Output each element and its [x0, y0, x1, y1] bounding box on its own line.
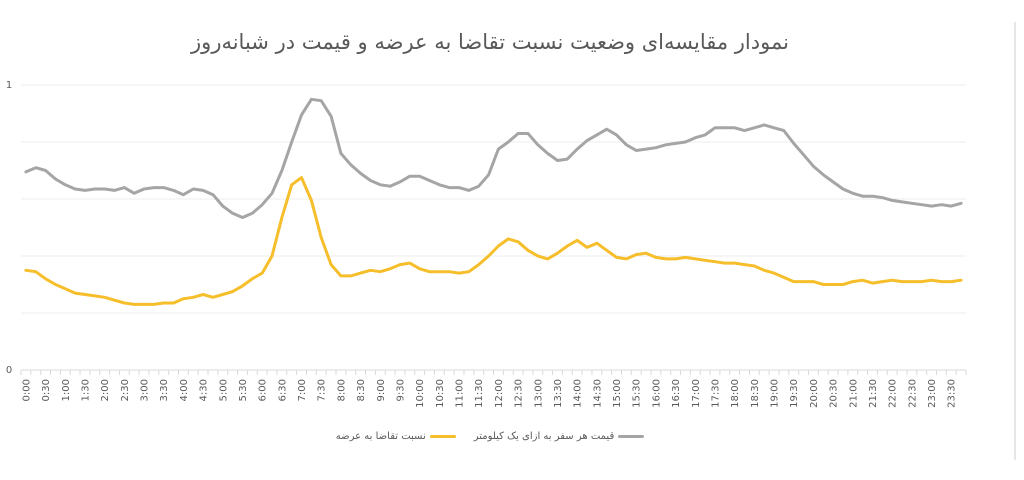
- x-tick-label: 17:00: [691, 379, 702, 408]
- x-tick-label: 13:30: [553, 379, 564, 408]
- x-tick-label: 10:30: [435, 379, 446, 408]
- x-tick-label: 19:00: [770, 379, 781, 408]
- x-tick-label: 2:30: [120, 379, 131, 401]
- legend-item-ratio: نسبت تقاضا به عرضه: [336, 431, 456, 442]
- x-tick-label: 5:30: [238, 379, 249, 401]
- x-tick-label: 13:00: [533, 379, 544, 408]
- x-tick-label: 11:30: [474, 379, 485, 408]
- x-tick-label: 20:30: [829, 379, 840, 408]
- y-tick-label: 0: [6, 365, 12, 376]
- x-tick-label: 4:00: [179, 379, 190, 401]
- x-tick-label: 14:30: [592, 379, 603, 408]
- x-tick-label: 3:00: [140, 379, 151, 401]
- x-tick-label: 6:00: [258, 379, 269, 401]
- x-tick-label: 3:30: [159, 379, 170, 401]
- x-tick-label: 15:30: [632, 379, 643, 408]
- x-tick-label: 9:00: [376, 379, 387, 401]
- x-tick-label: 5:00: [218, 379, 229, 401]
- x-tick-label: 16:00: [651, 379, 662, 408]
- x-tick-label: 9:30: [395, 379, 406, 401]
- x-tick-label: 4:30: [199, 379, 210, 401]
- series-line: [24, 97, 963, 219]
- legend-label-ratio: نسبت تقاضا به عرضه: [335, 431, 426, 442]
- x-tick-label: 22:00: [888, 379, 899, 408]
- series-line: [24, 176, 963, 306]
- x-tick-label: 6:30: [277, 379, 288, 401]
- x-tick-label: 17:30: [710, 379, 721, 408]
- x-tick-label: 1:30: [80, 379, 91, 401]
- x-tick-label: 21:00: [848, 379, 859, 408]
- y-axis: 01: [6, 80, 12, 376]
- legend-item-price: قیمت هر سفر به ازای یک کیلومتر: [473, 431, 645, 442]
- x-tick-label: 16:30: [671, 379, 682, 408]
- x-tick-label: 1:00: [61, 379, 72, 401]
- x-tick-label: 23:30: [947, 379, 958, 408]
- x-axis: 0:00 0:30 1:00 1:30 2:00 2:30 3:00 3:30 4:00 4:30…: [20, 370, 967, 408]
- y-tick-label: 1: [6, 80, 12, 91]
- chart-title: نمودار مقایسه‌ای وضعیت نسبت تقاضا به عرض…: [191, 30, 789, 54]
- x-tick-label: 12:00: [494, 379, 505, 408]
- x-tick-label: 12:30: [514, 379, 525, 408]
- x-tick-label: 19:30: [789, 379, 800, 408]
- x-tick-label: 7:00: [297, 379, 308, 401]
- legend-swatch-ratio: [429, 435, 456, 438]
- x-tick-label: 10:00: [415, 379, 426, 408]
- x-tick-label: 8:30: [356, 379, 367, 401]
- x-tick-label: 11:00: [455, 379, 466, 408]
- x-tick-label: 8:00: [336, 379, 347, 401]
- legend: قیمت هر سفر به ازای یک کیلومتر نسبت تقاض…: [0, 431, 980, 442]
- x-tick-label: 23:00: [927, 379, 938, 408]
- legend-label-price: قیمت هر سفر به ازای یک کیلومتر: [473, 431, 615, 442]
- x-tick-label: 7:30: [317, 379, 328, 401]
- x-tick-label: 21:30: [868, 379, 879, 408]
- vertical-scrollbar[interactable]: [1014, 22, 1016, 460]
- legend-swatch-price: [618, 435, 645, 438]
- x-tick-label: 0:00: [21, 379, 32, 401]
- x-tick-label: 20:00: [809, 379, 820, 408]
- x-tick-label: 2:00: [100, 379, 111, 401]
- x-tick-label: 18:30: [750, 379, 761, 408]
- x-tick-label: 15:00: [612, 379, 623, 408]
- gridlines: [21, 84, 966, 371]
- x-tick-label: 22:30: [907, 379, 918, 408]
- x-tick-label: 14:00: [573, 379, 584, 408]
- x-tick-label: 18:00: [730, 379, 741, 408]
- x-tick-label: 0:30: [41, 379, 52, 401]
- series-lines: [24, 97, 963, 306]
